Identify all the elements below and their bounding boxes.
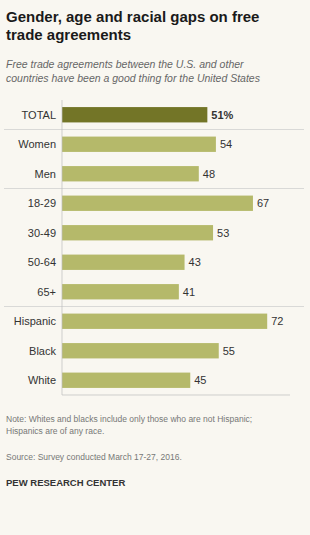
bar [62,137,216,152]
y-axis-line [62,100,63,395]
data-label: 51% [211,109,233,121]
separator [4,306,304,307]
text-line: Gender, age and racial gaps on free [6,8,259,25]
separator [4,188,304,189]
data-label: 54 [220,138,232,150]
category-label: Black [29,345,56,357]
category-label: 30-49 [28,227,56,239]
bar [62,284,179,299]
category-label: 50-64 [28,256,56,268]
bar [62,225,213,240]
separator [4,129,304,130]
labels: TOTAL 51% Women 54 Men 48 18-29 67 30-49 53 50-64 4… [14,109,284,387]
bar [62,196,253,211]
category-label: Women [18,138,56,150]
bar [62,343,219,358]
annotation: Source: Survey conducted March 17-27, 20… [6,452,182,462]
data-label: 53 [217,227,229,239]
bar [62,373,190,388]
text-line: Hispanics are of any race. [6,426,104,436]
bar [62,314,267,329]
bar [62,166,199,181]
category-label: 65+ [37,286,56,298]
text-line: Free trade agreements between the U.S. a… [6,58,244,70]
data-label: 45 [194,374,206,386]
text-line: Source: Survey conducted March 17-27, 20… [6,452,182,462]
data-label: 48 [203,168,215,180]
chart: Gender, age and racial gaps on freetrade… [0,0,310,535]
x-axis-line [62,395,290,396]
text-line: trade agreements [6,26,131,43]
annotation: Note: Whites and blacks include only tho… [6,414,252,436]
subtitle: Free trade agreements between the U.S. a… [6,58,261,84]
annotation: PEW RESEARCH CENTER [6,477,125,488]
bar [62,107,207,122]
background [0,0,310,535]
bar [62,255,185,270]
category-label: Hispanic [14,315,57,327]
data-label: 72 [271,315,283,327]
category-label: 18-29 [28,197,56,209]
data-label: 67 [257,197,269,209]
data-label: 41 [183,286,195,298]
title: Gender, age and racial gaps on freetrade… [6,8,259,43]
text-line: countries have been a good thing for the… [6,72,261,84]
data-label: 55 [223,345,235,357]
text-line: PEW RESEARCH CENTER [6,477,125,488]
text-line: Note: Whites and blacks include only tho… [6,414,252,424]
category-label: Men [35,168,56,180]
category-label: White [28,374,56,386]
category-label: TOTAL [22,109,56,121]
data-label: 43 [189,256,201,268]
bars [62,107,267,388]
